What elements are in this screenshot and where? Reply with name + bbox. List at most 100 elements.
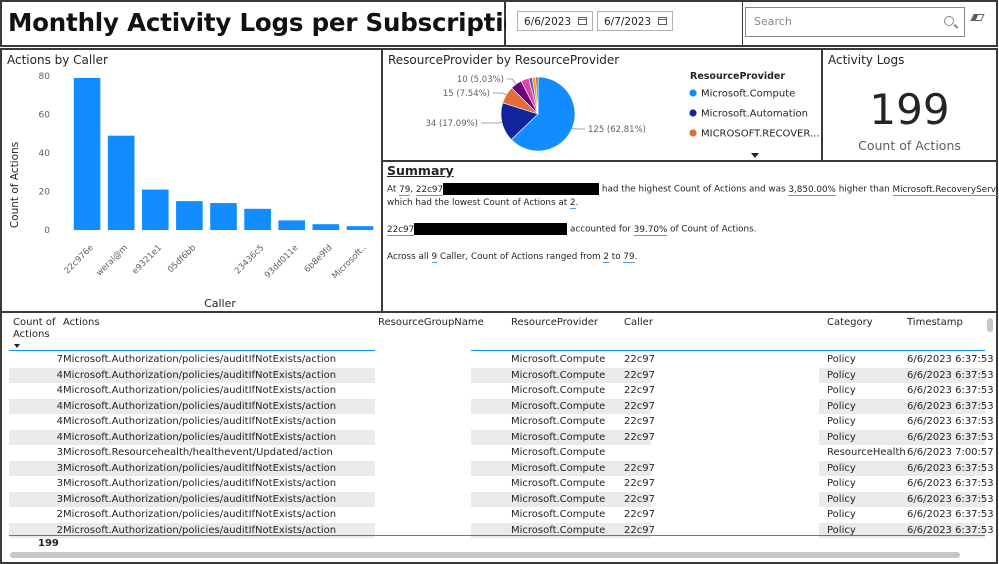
row-background — [471, 491, 651, 507]
cell-caller: 22c97 — [624, 509, 655, 520]
table-row[interactable]: 3 Microsoft.Authorization/policies/auditI… — [9, 491, 994, 507]
cell-resource-provider: Microsoft.Compute — [511, 400, 606, 412]
sort-descending-icon[interactable] — [14, 344, 20, 348]
bar[interactable] — [346, 226, 374, 230]
bar[interactable] — [210, 203, 237, 230]
cell-resource-provider: Microsoft.Compute — [511, 447, 606, 458]
summary-value: Microsoft.RecoveryServices — [892, 184, 999, 196]
table-row[interactable]: 4 Microsoft.Authorization/policies/auditI… — [9, 367, 994, 383]
table-row[interactable]: 4 Microsoft.Authorization/policies/auditI… — [9, 398, 994, 414]
legend-item[interactable]: Microsoft.Compute — [701, 89, 795, 100]
summary-value: 2 — [603, 252, 609, 263]
calendar-icon[interactable] — [578, 17, 587, 25]
row-background — [9, 367, 375, 383]
column-header-caller[interactable]: Caller — [624, 317, 653, 328]
table-row[interactable]: 4 Microsoft.Authorization/policies/auditI… — [9, 383, 994, 399]
column-header-category[interactable]: Category — [827, 317, 873, 328]
row-background — [9, 429, 375, 445]
row-background — [819, 460, 985, 476]
column-header-resource-group[interactable]: ResourceGroupName — [378, 317, 484, 328]
card-title: Activity Logs — [828, 53, 905, 67]
summary-text: At — [387, 184, 400, 195]
cell-count: 3 — [56, 462, 63, 474]
cell-action: Microsoft.Authorization/policies/auditIf… — [63, 354, 337, 365]
table-row[interactable]: 4 Microsoft.Authorization/policies/auditI… — [9, 414, 994, 430]
column-header-count[interactable]: Count of Actions — [13, 317, 56, 340]
cell-count: 2 — [56, 509, 63, 520]
cell-caller: 22c97 — [624, 524, 655, 536]
pie-slice[interactable] — [535, 76, 539, 115]
activity-table: Count of Actions Actions ResourceGroupNa… — [0, 313, 998, 564]
row-background — [819, 429, 985, 445]
legend-scroll-down-icon[interactable] — [751, 153, 759, 158]
vertical-scrollbar[interactable] — [987, 318, 993, 332]
summary-title: Summary — [387, 163, 454, 178]
summary-text: higher than — [835, 184, 893, 195]
bar[interactable] — [176, 201, 203, 230]
table-row[interactable]: 4 Microsoft.Authorization/policies/auditI… — [9, 429, 994, 445]
y-axis-label: Count of Actions — [9, 142, 21, 228]
summary-text: . — [634, 252, 638, 262]
y-tick-label: 20 — [39, 188, 51, 198]
pie-slice[interactable] — [510, 76, 576, 152]
cell-category: ResourceHealth — [827, 447, 906, 458]
cell-count: 4 — [56, 431, 63, 443]
cell-timestamp: 6/6/2023 6:37:53 — [907, 369, 994, 381]
calendar-icon[interactable] — [658, 17, 667, 25]
search-input[interactable]: Search — [745, 7, 965, 37]
bar[interactable] — [278, 220, 306, 230]
summary-text: had the highest Count of Actions and was — [599, 184, 789, 195]
cell-action: Microsoft.Authorization/policies/auditIf… — [63, 478, 337, 489]
table-row[interactable]: 3 Microsoft.Authorization/policies/auditI… — [9, 460, 994, 476]
start-date-input[interactable]: 6/6/2023 — [517, 11, 593, 31]
redaction-box — [414, 223, 568, 235]
column-header-actions[interactable]: Actions — [63, 317, 100, 328]
cell-category: Policy — [827, 431, 856, 443]
table-row[interactable]: 3 Microsoft.Resourcehealth/healthevent/Up… — [9, 445, 994, 461]
row-background — [819, 367, 985, 383]
horizontal-scrollbar[interactable] — [10, 552, 960, 558]
summary-panel: Summary At 79, 22c97 had the highest Cou… — [383, 162, 999, 313]
cell-caller: 22c97 — [624, 385, 655, 396]
cell-action: Microsoft.Authorization/policies/auditIf… — [63, 524, 337, 536]
table-row[interactable]: 3 Microsoft.Authorization/policies/auditI… — [9, 476, 994, 492]
summary-text: to — [608, 252, 624, 262]
cell-timestamp: 6/6/2023 6:37:53 — [907, 462, 994, 474]
x-tick-label: 05df6bb — [166, 243, 198, 275]
table-row[interactable]: 2 Microsoft.Authorization/policies/auditI… — [9, 507, 994, 523]
row-background — [9, 460, 375, 476]
cell-timestamp: 6/6/2023 6:37:53 — [907, 385, 994, 396]
row-background — [471, 429, 651, 445]
cell-caller: 22c97 — [624, 478, 655, 489]
legend-item[interactable]: Microsoft.Automation — [701, 109, 808, 120]
legend-item[interactable]: MICROSOFT.RECOVER... — [701, 129, 820, 140]
pie-data-label: 34 (17.09%) — [425, 119, 478, 129]
row-background — [819, 398, 985, 414]
table-row[interactable]: 7 Microsoft.Authorization/policies/auditI… — [9, 352, 994, 368]
search-icon[interactable] — [944, 16, 954, 26]
y-tick-label: 60 — [39, 111, 51, 121]
bar[interactable] — [107, 135, 135, 230]
cell-count: 3 — [56, 447, 63, 458]
column-header-timestamp[interactable]: Timestamp — [907, 317, 963, 328]
x-tick-label: 93dd011e — [263, 243, 301, 281]
bar[interactable] — [312, 224, 340, 230]
bar[interactable] — [73, 77, 101, 230]
bar-chart-title: Actions by Caller — [7, 53, 108, 67]
summary-value: 79 — [623, 252, 635, 263]
summary-text: Caller, Count of Actions ranged from — [437, 252, 604, 262]
cell-timestamp: 6/6/2023 6:37:53 — [907, 416, 994, 427]
column-header-resource-provider[interactable]: ResourceProvider — [511, 317, 599, 328]
bar[interactable] — [244, 208, 271, 230]
cell-resource-provider: Microsoft.Compute — [511, 431, 606, 443]
pie-chart-title: ResourceProvider by ResourceProvider — [388, 53, 620, 67]
date-range-slicer: 6/6/2023 6/7/2023 — [506, 0, 742, 47]
cell-timestamp: 6/6/2023 6:37:53 — [907, 400, 994, 412]
table-row[interactable]: 2 Microsoft.Authorization/policies/auditI… — [9, 522, 994, 538]
end-date-input[interactable]: 6/7/2023 — [597, 11, 673, 31]
cell-resource-provider: Microsoft.Compute — [511, 354, 606, 365]
eraser-icon[interactable] — [970, 14, 985, 21]
redaction-box — [443, 183, 600, 195]
start-date-value: 6/6/2023 — [524, 16, 572, 28]
bar[interactable] — [141, 189, 169, 230]
